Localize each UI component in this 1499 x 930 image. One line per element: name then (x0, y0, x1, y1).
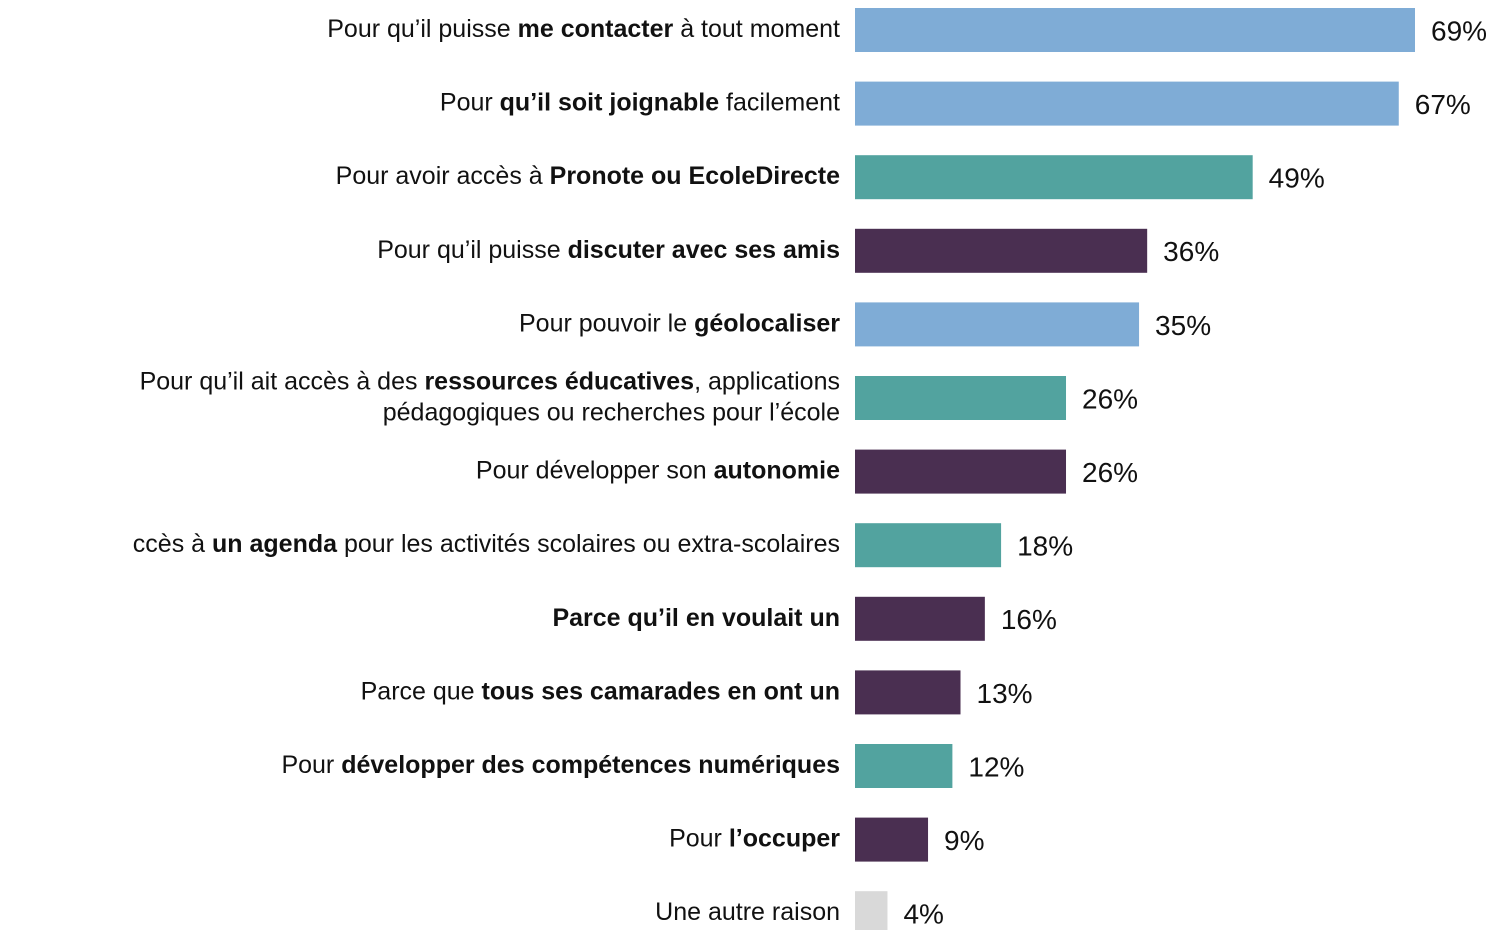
bar (855, 449, 1067, 494)
label-part: facilement (719, 88, 840, 116)
bar (855, 8, 1415, 52)
label-part: Pour qu’il puisse (377, 235, 567, 263)
label-part: Pour pouvoir le (519, 309, 694, 337)
label-part: autonomie (714, 456, 840, 484)
value-label: 69% (1431, 15, 1487, 46)
label-part: me contacter (518, 15, 674, 43)
value-label: 16% (1001, 604, 1057, 635)
bar (855, 81, 1399, 126)
label-part: Pour développer son (476, 456, 714, 484)
label-part: tous ses camarades en ont un (482, 677, 840, 705)
bar (855, 228, 1148, 273)
value-label: 18% (1017, 531, 1073, 562)
value-label: 13% (977, 678, 1033, 709)
category-label: Pour qu’il puisse me contacter à tout mo… (327, 15, 840, 43)
label-part: Une autre raison (655, 898, 840, 926)
category-label: Pour l’occuper (669, 824, 840, 852)
label-part: discuter avec ses amis (568, 235, 840, 263)
label-part: Parce qu’il en voulait un (552, 603, 840, 631)
label-part: Pour (281, 751, 341, 779)
label-part: pour les activités scolaires ou extra-sc… (337, 530, 840, 558)
label-part: Pronote ou EcoleDirecte (550, 162, 840, 190)
label-part: , applications (694, 367, 840, 395)
bar (855, 376, 1067, 420)
value-label: 12% (968, 751, 1024, 782)
label-part: ccès à (133, 530, 212, 558)
bar (855, 817, 929, 862)
bar (855, 523, 1002, 568)
bar (855, 670, 961, 715)
label-part: un agenda (212, 530, 338, 558)
bar (855, 891, 888, 930)
label-part: géolocaliser (694, 309, 840, 337)
value-label: 26% (1082, 383, 1138, 414)
label-part: Pour (669, 824, 729, 852)
label-part: Pour qu’il puisse (327, 15, 517, 43)
label-part: pédagogiques ou recherches pour l’école (383, 398, 840, 426)
category-label: Pour pouvoir le géolocaliser (519, 309, 840, 337)
category-label: Parce que tous ses camarades en ont un (361, 677, 840, 705)
label-part: Pour (440, 88, 500, 116)
value-label: 4% (903, 899, 943, 930)
value-label: 26% (1082, 457, 1138, 488)
value-label: 35% (1155, 310, 1211, 341)
bar (855, 744, 953, 788)
bar (855, 302, 1140, 347)
bar (855, 155, 1253, 200)
label-part: l’occuper (729, 824, 840, 852)
category-label: Pour développer son autonomie (476, 456, 840, 484)
value-label: 49% (1269, 163, 1325, 194)
bar (855, 596, 985, 641)
value-label: 36% (1163, 236, 1219, 267)
category-label: Parce qu’il en voulait un (552, 603, 840, 631)
value-label: 67% (1415, 89, 1471, 120)
label-part: Parce que (361, 677, 482, 705)
label-part: Pour qu’il ait accès à des (140, 367, 425, 395)
category-label: Pour développer des compétences numériqu… (281, 751, 840, 779)
category-label: Pour avoir accès à Pronote ou EcoleDirec… (336, 162, 840, 190)
category-label: Pour qu’il soit joignable facilement (440, 88, 840, 116)
label-part: Pour avoir accès à (336, 162, 550, 190)
category-label: Pour qu’il puisse discuter avec ses amis (377, 235, 840, 263)
category-label: Pour qu’il ait accès à des ressources éd… (140, 367, 840, 395)
category-label: ccès à un agenda pour les activités scol… (133, 530, 840, 558)
label-part: qu’il soit joignable (500, 88, 720, 116)
label-part: ressources éducatives (424, 367, 694, 395)
label-part: développer des compétences numériques (341, 751, 840, 779)
value-label: 9% (944, 825, 984, 856)
category-label: Une autre raison (655, 898, 840, 926)
label-part: à tout moment (673, 15, 840, 43)
category-label: pédagogiques ou recherches pour l’école (383, 398, 840, 426)
